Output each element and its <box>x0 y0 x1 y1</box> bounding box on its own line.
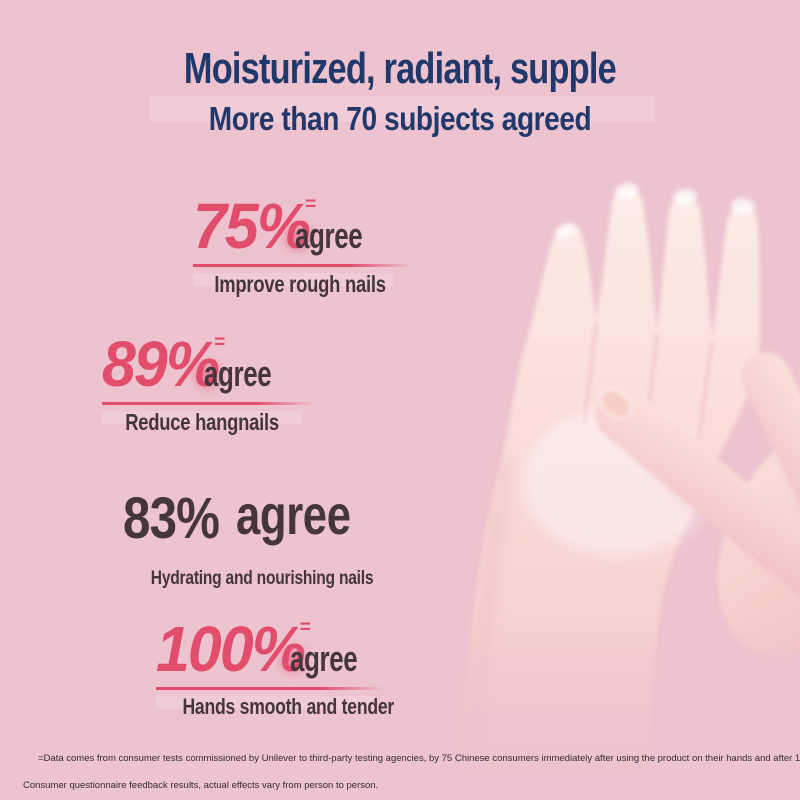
stat-underline <box>102 402 314 405</box>
stat-caption: Improve rough nails <box>214 271 386 297</box>
stat-caption: Reduce hangnails <box>125 409 279 435</box>
stat-block-improve-rough-nails: 75% = agree Improve rough nails <box>193 194 411 298</box>
footnote-marker: = <box>299 617 311 638</box>
stat-value: 100% <box>156 613 306 686</box>
caption-highlight-band <box>102 411 302 424</box>
stat-underline <box>156 687 384 690</box>
fingernail <box>599 388 633 420</box>
footnote-line-1: =Data comes from consumer tests commissi… <box>38 753 800 764</box>
stat-caption: Hands smooth and tender <box>182 694 395 719</box>
stat-row: 89% = agree <box>102 332 302 397</box>
caption-highlight-band <box>156 696 376 709</box>
stat-block-hands-smooth: 100% = agree Hands smooth and tender <box>156 613 395 720</box>
stat-agree-label: agree <box>236 483 351 546</box>
stat-row: 75% = agree <box>193 194 393 259</box>
stat-agree-label: agree <box>295 215 363 256</box>
stat-agree-label: agree <box>204 353 272 394</box>
stat-caption: Hydrating and nourishing nails <box>150 567 374 589</box>
percent-blur-dot <box>279 647 306 673</box>
stat-block-reduce-hangnails: 89% = agree Reduce hangnails <box>102 332 314 436</box>
stat-row: 83% agree <box>123 485 351 551</box>
fingertip-cream <box>555 182 755 239</box>
stat-value: 83% <box>123 485 220 551</box>
pressing-hand <box>594 352 800 656</box>
stat-row: 100% = agree <box>156 613 376 686</box>
footnote-marker: = <box>305 194 316 215</box>
footnote-marker: = <box>214 332 225 353</box>
footnote-line-2: Consumer questionnaire feedback results,… <box>23 780 379 791</box>
caption-highlight-band <box>193 273 393 286</box>
arm-shading <box>465 459 512 781</box>
page-subtitle: More than 70 subjects agreed <box>208 100 592 137</box>
stat-underline <box>193 264 411 267</box>
stat-agree-label: agree <box>289 638 358 679</box>
stat-block-hydrating-nails: 83% agree Hydrating and nourishing nails <box>123 485 374 590</box>
percent-blur-dot <box>285 224 312 250</box>
percent-blur-dot <box>194 362 221 388</box>
page-title: Moisturized, radiant, supple <box>184 44 617 93</box>
subtitle-highlight-band <box>150 96 655 122</box>
